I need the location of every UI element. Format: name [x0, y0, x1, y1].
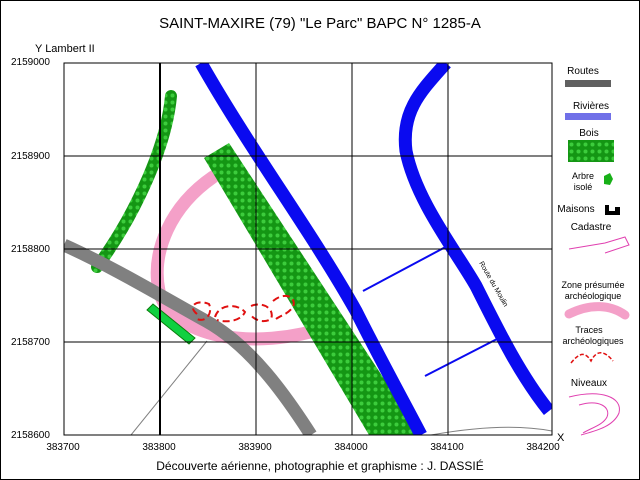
- wood-strip-left: [91, 90, 177, 273]
- legend-swatch-routes: [565, 80, 611, 87]
- map-grid: [63, 62, 553, 436]
- footpath: [130, 340, 208, 435]
- y-tick-label: 2158800: [11, 244, 50, 255]
- x-tick-label: 383900: [238, 442, 272, 453]
- wood-strip-main: [204, 143, 421, 435]
- map-credit: Découverte aérienne, photographie et gra…: [156, 459, 484, 473]
- x-tick-label: 384200: [526, 442, 560, 453]
- river-main: [195, 63, 427, 435]
- map-title: SAINT-MAXIRE (79) "Le Parc" BAPC N° 1285…: [159, 15, 481, 32]
- legend-swatch-zone: [564, 302, 630, 320]
- legend-label-maisons: Maisons: [557, 204, 594, 215]
- ditch: [430, 426, 552, 435]
- corner-marker: X: [557, 432, 565, 444]
- legend-label-arbre-1: Arbre: [572, 171, 594, 181]
- y-tick-label: 2158700: [11, 337, 50, 348]
- y-axis-label: Y Lambert II: [35, 43, 95, 55]
- legend-label-arbre-2: isolé: [574, 182, 593, 192]
- legend-label-cadastre: Cadastre: [571, 222, 612, 233]
- legend-swatch-traces: [570, 352, 614, 364]
- legend-label-rivieres: Rivières: [573, 101, 609, 112]
- legend-label-traces-1: Traces: [575, 325, 603, 335]
- map-area: [64, 63, 552, 435]
- legend-label-bois: Bois: [579, 128, 598, 139]
- legend-label-niveaux: Niveaux: [571, 378, 607, 389]
- legend-label-zone-2: archéologique: [565, 291, 622, 301]
- legend-swatch-cadastre: [568, 236, 630, 254]
- legend-label-traces-2: archéologiques: [562, 336, 624, 346]
- x-tick-label: 383700: [46, 442, 80, 453]
- y-tick-label: 2158900: [11, 151, 50, 162]
- legend-swatch-bois: [568, 140, 614, 162]
- archaeological-traces: [191, 294, 295, 323]
- x-tick-label: 383800: [142, 442, 176, 453]
- stream-1: [362, 242, 454, 292]
- y-tick-label: 2159000: [11, 57, 50, 68]
- x-tick-label: 384100: [430, 442, 464, 453]
- legend-label-zone-1: Zone présumée: [561, 280, 624, 290]
- river-right: [398, 63, 552, 416]
- y-tick-label: 2158600: [11, 430, 50, 441]
- house-icon: [605, 205, 620, 215]
- legend-label-routes: Routes: [567, 66, 599, 77]
- road: [64, 239, 317, 435]
- x-tick-label: 384000: [334, 442, 368, 453]
- legend-swatch-niveaux-1: [568, 393, 620, 436]
- tree-icon: [604, 173, 613, 185]
- legend-swatch-rivieres: [565, 113, 611, 120]
- legend: Routes Rivières Bois Arbre isolé Maisons…: [557, 66, 630, 436]
- stream-2: [424, 338, 498, 377]
- legend-swatch-niveaux-2: [578, 402, 609, 434]
